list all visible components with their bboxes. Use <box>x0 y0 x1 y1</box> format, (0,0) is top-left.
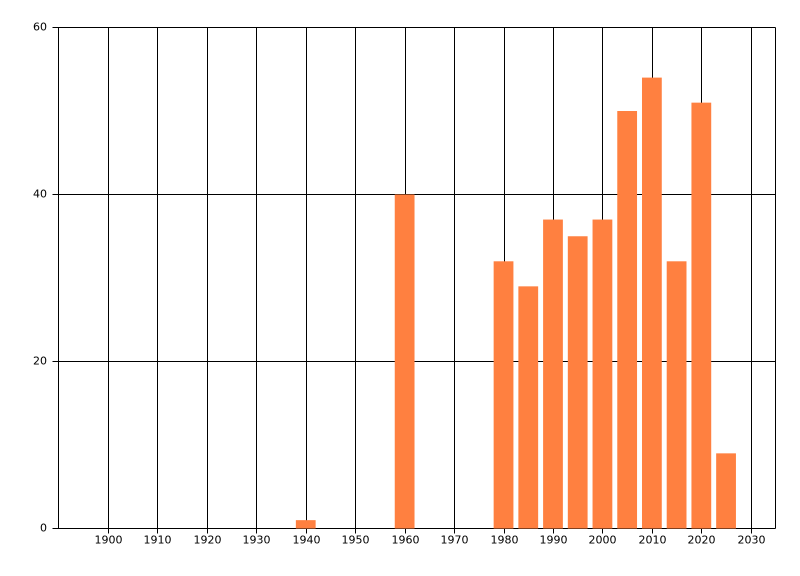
x-tick-label: 2000 <box>589 534 617 547</box>
bar <box>493 261 514 529</box>
bar <box>617 111 638 529</box>
y-tick-label: 20 <box>33 355 47 368</box>
bar <box>518 286 539 529</box>
x-tick-label: 1940 <box>293 534 321 547</box>
bar <box>666 261 687 529</box>
x-tick-label: 1900 <box>95 534 123 547</box>
bar <box>592 219 613 529</box>
y-tick-label: 60 <box>33 21 47 34</box>
bar <box>691 102 712 529</box>
bar <box>543 219 563 529</box>
x-tick-label: 1970 <box>441 534 469 547</box>
x-tick-label: 1990 <box>540 534 568 547</box>
bar <box>716 453 736 529</box>
bar <box>394 194 415 529</box>
x-tick-label: 2010 <box>639 534 667 547</box>
x-tick-label: 1910 <box>144 534 172 547</box>
y-tick-label: 40 <box>33 188 47 201</box>
x-tick-label: 1950 <box>342 534 370 547</box>
bar <box>295 520 316 529</box>
x-tick-label: 2030 <box>738 534 766 547</box>
bar <box>641 77 662 529</box>
bar <box>567 236 588 529</box>
x-tick-label: 2020 <box>688 534 716 547</box>
x-tick-label: 1920 <box>194 534 222 547</box>
x-tick-label: 1960 <box>392 534 420 547</box>
x-tick-label: 1930 <box>243 534 271 547</box>
x-tick-label: 1980 <box>491 534 519 547</box>
y-tick-label: 0 <box>40 522 47 535</box>
